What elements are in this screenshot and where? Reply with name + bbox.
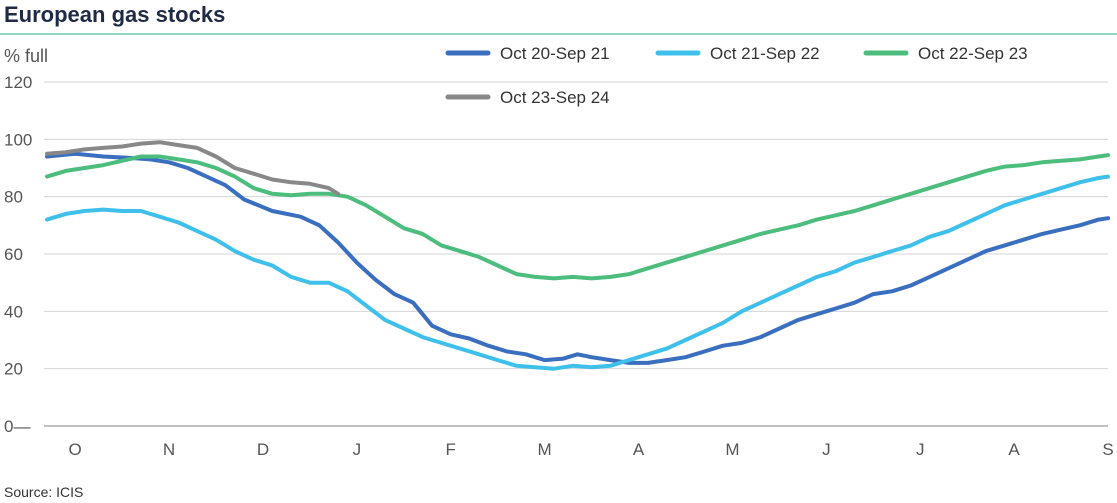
y-tick-label: 40 xyxy=(4,302,23,321)
y-tick-label: 0— xyxy=(4,417,30,436)
x-tick-label: F xyxy=(446,440,456,459)
series-line-1 xyxy=(45,151,1110,365)
legend-label: Oct 21-Sep 22 xyxy=(710,44,820,63)
chart-title: European gas stocks xyxy=(4,2,225,27)
x-tick-label: M xyxy=(725,440,739,459)
x-tick-label: O xyxy=(69,440,82,459)
legend-label: Oct 23-Sep 24 xyxy=(500,88,610,107)
source-note: Source: ICIS xyxy=(4,484,83,500)
x-tick-label: M xyxy=(538,440,552,459)
legend-label: Oct 22-Sep 23 xyxy=(918,44,1028,63)
y-tick-label: 120 xyxy=(4,73,32,92)
legend: Oct 20-Sep 21 Oct 21-Sep 22 Oct 22-Sep 23 O… xyxy=(445,44,1028,107)
y-tick-label: 100 xyxy=(4,130,32,149)
x-tick-label: J xyxy=(822,440,831,459)
y-tick-label: 20 xyxy=(4,360,23,379)
y-axis-unit: % full xyxy=(4,46,48,66)
x-tick-label: A xyxy=(1008,440,1020,459)
series-lines xyxy=(45,140,1110,371)
series-line-2 xyxy=(45,174,1110,371)
y-tick-label: 60 xyxy=(4,245,23,264)
x-tick-label: J xyxy=(916,440,925,459)
x-tick-label: J xyxy=(353,440,362,459)
y-tick-label: 80 xyxy=(4,188,23,207)
x-tick-label: D xyxy=(257,440,269,459)
y-tick-labels: 0— 20 40 60 80 100 120 xyxy=(4,73,32,436)
series-line-4 xyxy=(45,140,341,196)
x-tick-label: A xyxy=(633,440,645,459)
legend-label: Oct 20-Sep 21 xyxy=(500,44,610,63)
x-tick-label: N xyxy=(163,440,175,459)
series-line-3 xyxy=(45,153,1110,281)
x-tick-label: S xyxy=(1102,440,1113,459)
grid xyxy=(44,81,1108,427)
